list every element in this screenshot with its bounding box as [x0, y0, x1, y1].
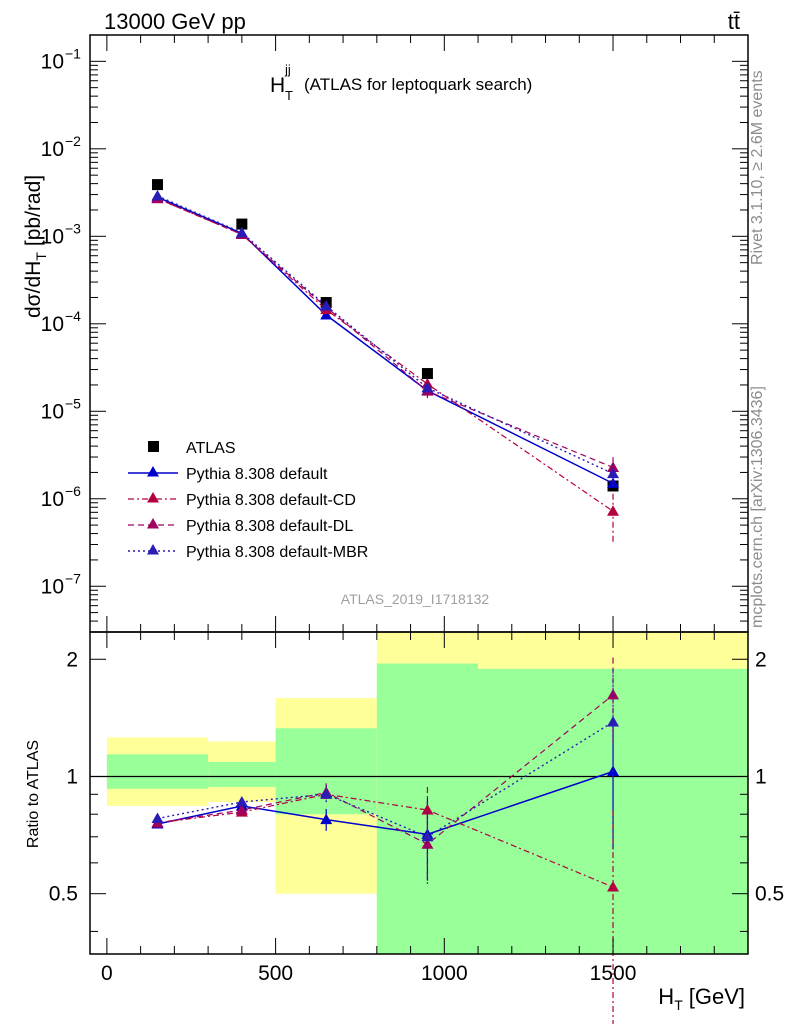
legend-label-pythia-8-308-default: Pythia 8.308 default: [186, 466, 328, 483]
main-ytick-label: 10: [41, 138, 64, 161]
main-y-label-sub: T: [33, 252, 49, 261]
main-y-label-post: [pb/rad]: [22, 175, 45, 246]
legend-entry-pythia-8-308-default: Pythia 8.308 default: [128, 466, 328, 483]
x-tick-label: 1500: [590, 962, 637, 985]
main-point-pythia-8-308-default-mbr-1: [235, 226, 248, 238]
analysis-label: ATLAS_2019_I1718132: [341, 591, 490, 607]
ratio-ytick-label-left: 0.5: [49, 883, 78, 906]
legend-entry-pythia-8-308-default-cd: Pythia 8.308 default-CD: [128, 492, 356, 509]
legend-entry-pythia-8-308-default-dl: Pythia 8.308 default-DL: [128, 518, 353, 535]
ratio-panel-series: [151, 657, 620, 1024]
main-ytick-label: 10: [41, 488, 64, 511]
ratio-ytick-label-right: 1: [755, 765, 767, 788]
legend-marker-pythia-8-308-default-cd: [147, 492, 159, 503]
main-point-pythia-8-308-default-mbr-0: [151, 189, 164, 201]
legend-marker-pythia-8-308-default-dl: [147, 518, 159, 529]
main-ytick-label: 10: [41, 400, 64, 423]
main-ytick-exponent: −5: [65, 395, 81, 411]
main-ytick-exponent: −7: [65, 570, 81, 586]
legend-label-pythia-8-308-default-mbr: Pythia 8.308 default-MBR: [186, 544, 368, 561]
plot-title-sup: jj: [284, 62, 291, 77]
ratio-point-pythia-8-308-default-dl-4: [607, 688, 620, 700]
main-point-pythia-8-308-default-mbr-3: [421, 381, 434, 393]
ratio-panel-frame: [89, 631, 749, 955]
x-label-sub: T: [674, 997, 683, 1013]
plot-title-main: H: [270, 74, 285, 97]
atlas-data-point-0: [151, 179, 163, 191]
ratio-x-axis: 0 500 1000 1500: [101, 632, 749, 985]
main-ytick-label: 10: [41, 225, 64, 248]
main-ytick-exponent: −3: [65, 220, 81, 236]
plot-title: H jj T (ATLAS for leptoquark search): [270, 62, 532, 103]
x-tick-label: 1000: [421, 962, 468, 985]
main-y-axis-label: dσ/dHT [pb/rad]: [22, 175, 49, 318]
ratio-ytick-label-right: 2: [755, 648, 767, 671]
main-panel-series: [151, 179, 620, 545]
atlas-data-point-3: [421, 368, 433, 380]
x-tick-label: 500: [258, 962, 293, 985]
main-ytick-exponent: −6: [65, 483, 81, 499]
main-line-pythia-8-308-default-cd: [157, 198, 614, 512]
ratio-point-pythia-8-308-default-2: [320, 813, 333, 825]
main-ytick-label: 10: [41, 313, 64, 336]
atlas-data-point-1: [236, 218, 248, 230]
x-label-post: [GeV]: [689, 984, 745, 1009]
legend: ATLAS Pythia 8.308 default Pythia 8.308 de…: [128, 440, 368, 561]
ratio-series-pythia-8-308-default-mbr: [151, 669, 620, 881]
main-point-pythia-8-308-default-cd-4: [607, 505, 620, 516]
legend-label-pythia-8-308-default-dl: Pythia 8.308 default-DL: [186, 518, 353, 535]
main-y-label-pre: dσ/dH: [22, 261, 45, 318]
main-x-axis-ticks: [106, 35, 749, 632]
process-label: tt̄: [728, 9, 740, 34]
main-line-pythia-8-308-default-dl: [157, 198, 614, 469]
x-label-pre: H: [658, 984, 674, 1009]
main-ytick-label: 10: [41, 575, 64, 598]
main-point-pythia-8-308-default-mbr-2: [320, 299, 333, 311]
main-ytick-exponent: −4: [65, 308, 81, 324]
legend-marker-atlas: [148, 441, 159, 452]
legend-marker-pythia-8-308-default: [147, 466, 159, 477]
legend-marker-pythia-8-308-default-mbr: [147, 544, 159, 555]
main-point-pythia-8-308-default-dl-4: [607, 461, 620, 472]
plot-title-rest: (ATLAS for leptoquark search): [304, 75, 532, 94]
ratio-y-axis: 0.5 0.5 1 1 2 2: [49, 648, 784, 932]
ratio-ytick-label-left: 2: [66, 648, 78, 671]
legend-label-pythia-8-308-default-cd: Pythia 8.308 default-CD: [186, 492, 356, 509]
mcplots-label: mcplots.cern.ch [arXiv:1306.3436]: [749, 386, 766, 628]
ratio-y-axis-label: Ratio to ATLAS: [25, 740, 42, 848]
rivet-label: Rivet 3.1.10, ≥ 2.6M events: [749, 70, 766, 265]
ratio-point-pythia-8-308-default-dl-1: [235, 804, 248, 815]
main-series-pythia-8-308-default-mbr: [151, 189, 620, 488]
main-y-axis: 10−710−610−510−410−310−210−1: [41, 34, 748, 633]
x-tick-label: 0: [101, 962, 113, 985]
ratio-uncertainty-bands: [106, 632, 748, 954]
ratio-point-pythia-8-308-default-mbr-4: [607, 716, 620, 727]
main-point-pythia-8-308-default-mbr-4: [607, 467, 620, 479]
main-ytick-exponent: −2: [65, 133, 81, 149]
main-panel-frame: [89, 34, 749, 633]
ratio-point-pythia-8-308-default-mbr-0: [151, 812, 164, 823]
legend-entry-atlas: ATLAS: [148, 440, 236, 457]
ratio-point-pythia-8-308-default-cd-3: [421, 804, 434, 815]
legend-entry-pythia-8-308-default-mbr: Pythia 8.308 default-MBR: [128, 544, 368, 561]
ratio-point-pythia-8-308-default-mbr-1: [235, 795, 248, 807]
main-point-pythia-8-308-default-4: [607, 477, 620, 488]
energy-label: 13000 GeV pp: [104, 9, 246, 34]
ratio-point-pythia-8-308-default-cd-4: [607, 881, 620, 892]
legend-label-atlas: ATLAS: [186, 440, 236, 457]
ratio-ytick-label-left: 1: [66, 765, 78, 788]
main-ytick-label: 10: [41, 50, 64, 73]
main-series-pythia-8-308-default-dl: [151, 192, 620, 482]
plot-title-sub: T: [285, 88, 293, 103]
main-ytick-exponent: −1: [65, 45, 81, 61]
x-axis-label: HT [GeV]: [658, 984, 745, 1013]
main-point-pythia-8-308-default-2: [320, 309, 333, 320]
ratio-point-pythia-8-308-default-mbr-2: [320, 788, 333, 799]
ratio-band-green-1: [208, 761, 276, 787]
ratio-ytick-label-right: 0.5: [755, 883, 784, 906]
main-line-pythia-8-308-default-mbr: [157, 195, 614, 475]
ratio-point-pythia-8-308-default-mbr-3: [421, 830, 434, 842]
ratio-band-green-0: [106, 754, 209, 789]
